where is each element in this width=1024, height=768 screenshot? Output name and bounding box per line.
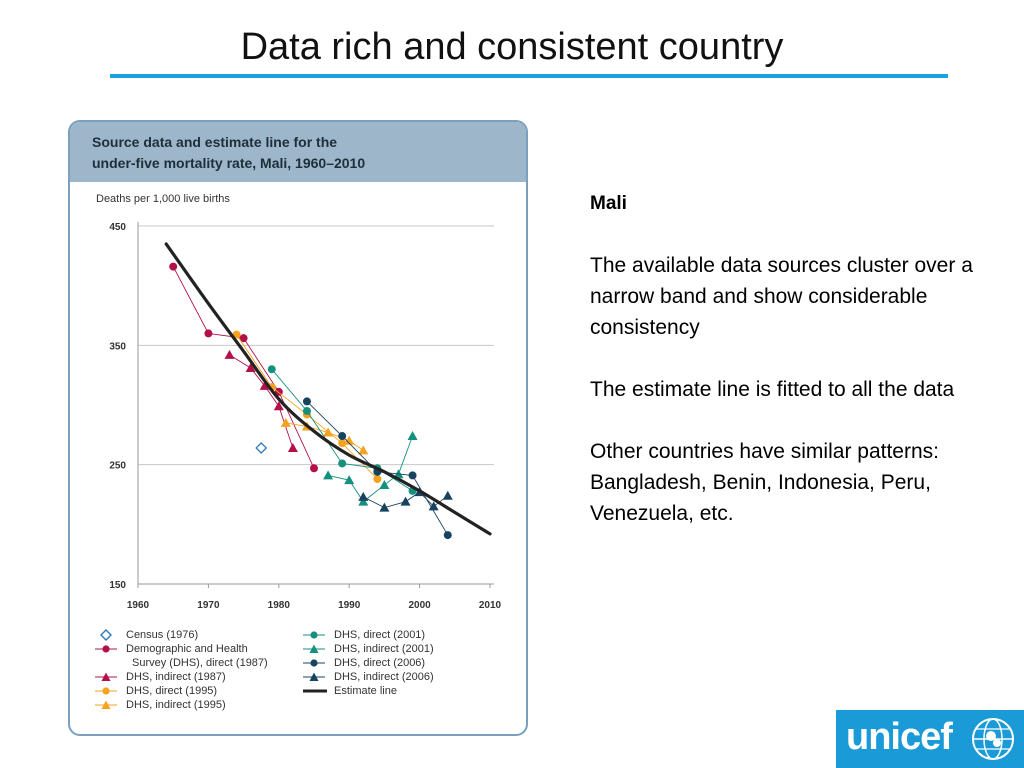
legend-marker-circle-line bbox=[303, 631, 325, 639]
data-point bbox=[273, 401, 284, 411]
data-point bbox=[442, 490, 453, 500]
data-point bbox=[255, 442, 268, 454]
chart-header: Source data and estimate line for the un… bbox=[70, 122, 526, 182]
series-line bbox=[363, 491, 449, 509]
data-point bbox=[358, 445, 369, 455]
unicef-logo: unicef bbox=[836, 710, 1024, 768]
title-rule bbox=[110, 74, 948, 78]
data-point bbox=[287, 442, 298, 452]
logo-wordmark: unicef bbox=[846, 716, 953, 758]
data-point bbox=[408, 471, 417, 480]
data-point bbox=[344, 435, 355, 445]
data-point bbox=[443, 531, 452, 540]
data-point bbox=[204, 329, 213, 338]
x-tick-label: 1980 bbox=[268, 600, 291, 611]
y-tick-label: 150 bbox=[109, 580, 126, 591]
notes-paragraph: Other countries have similar patterns: B… bbox=[590, 440, 939, 525]
series-line bbox=[271, 368, 413, 492]
data-point bbox=[267, 365, 276, 374]
chart-title: Source data and estimate line for the un… bbox=[92, 132, 512, 174]
data-point bbox=[169, 262, 178, 271]
data-point bbox=[344, 475, 355, 485]
data-point bbox=[323, 470, 334, 480]
chart-figure: Source data and estimate line for the un… bbox=[68, 120, 528, 736]
y-tick-label: 350 bbox=[109, 341, 126, 352]
data-point bbox=[302, 406, 311, 415]
x-tick-label: 1960 bbox=[127, 600, 150, 611]
data-point bbox=[400, 496, 411, 506]
data-point bbox=[239, 334, 248, 343]
chart-plot: 150 250 350 450 1960 1970 1980 1990 2000 2010 bbox=[109, 222, 502, 611]
data-point bbox=[280, 417, 291, 427]
data-point bbox=[323, 427, 334, 437]
data-point bbox=[259, 380, 270, 390]
y-tick-label: 450 bbox=[109, 222, 126, 233]
data-point bbox=[379, 479, 390, 489]
notes-paragraph: The estimate line is fitted to all the d… bbox=[590, 378, 955, 401]
legend-marker-triangle-line bbox=[303, 672, 325, 681]
data-point bbox=[379, 502, 390, 512]
x-tick-label: 1970 bbox=[197, 600, 220, 611]
legend-marker-circle-line bbox=[303, 659, 325, 667]
data-point bbox=[358, 491, 369, 501]
data-point bbox=[373, 474, 382, 483]
data-point bbox=[428, 501, 439, 511]
legend-marker-circle-line bbox=[95, 645, 117, 653]
legend-marker-triangle-line bbox=[303, 644, 325, 653]
estimate-line bbox=[164, 242, 492, 536]
series-line bbox=[172, 266, 315, 469]
data-point bbox=[338, 432, 347, 441]
legend-marker-circle-line bbox=[95, 687, 117, 695]
legend-marker-diamond-open bbox=[100, 629, 112, 641]
notes-country: Mali bbox=[590, 193, 627, 214]
data-point bbox=[302, 397, 311, 406]
data-point bbox=[338, 459, 347, 468]
chart-title-line-1: Source data and estimate line for the bbox=[92, 134, 338, 150]
notes-panel: Mali The available data sources cluster … bbox=[590, 188, 990, 560]
y-tick-label: 250 bbox=[109, 461, 126, 472]
chart-title-line-2: under-five mortality rate, Mali, 1960–20… bbox=[92, 155, 366, 171]
legend-marker-estimate-line bbox=[303, 689, 327, 693]
data-point bbox=[338, 439, 347, 448]
notes-paragraph: The available data sources cluster over … bbox=[590, 254, 973, 339]
x-tick-label: 1990 bbox=[338, 600, 361, 611]
legend-marker-triangle-line bbox=[95, 672, 117, 681]
y-axis-label: Deaths per 1,000 live births bbox=[96, 193, 230, 205]
globe-emblem-icon bbox=[972, 718, 1014, 760]
data-point bbox=[310, 464, 318, 473]
x-tick-label: 2000 bbox=[408, 600, 431, 611]
data-point bbox=[224, 349, 235, 359]
slide-title: Data rich and consistent country bbox=[240, 26, 784, 68]
series-line bbox=[327, 435, 413, 503]
x-tick-label: 2010 bbox=[479, 600, 502, 611]
data-point bbox=[407, 431, 418, 441]
data-point bbox=[245, 363, 256, 373]
data-point bbox=[358, 496, 369, 506]
legend-marker-triangle-line bbox=[95, 700, 117, 709]
